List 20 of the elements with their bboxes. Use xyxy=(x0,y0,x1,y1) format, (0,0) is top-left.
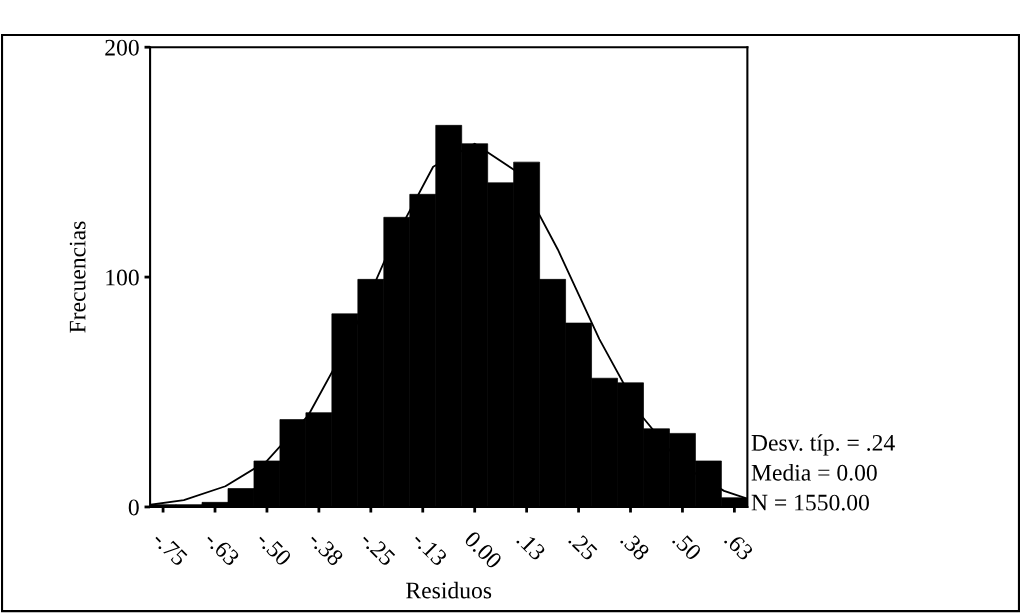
x-tick-label: -.75 xyxy=(151,530,189,567)
y-tick-label: 200 xyxy=(105,39,139,56)
y-tick-label: 0 xyxy=(128,499,139,516)
x-axis-title: Residuos xyxy=(406,581,492,599)
x-tick-label: .25 xyxy=(567,530,599,562)
x-tick-label: -.38 xyxy=(307,530,345,567)
x-tick-label: -.13 xyxy=(411,530,449,567)
x-tick-label: 0.00 xyxy=(463,530,503,570)
text: N = 1550.00 xyxy=(751,494,869,511)
y-axis-title: Frecuencias xyxy=(69,221,86,333)
x-tick-label: .50 xyxy=(671,530,703,562)
x-tick-label: -.50 xyxy=(255,530,293,567)
x-tick-label: -.63 xyxy=(203,530,241,567)
y-tick-label: 100 xyxy=(106,269,139,286)
x-tick-label: .63 xyxy=(723,530,755,562)
x-tick-label: -.25 xyxy=(359,530,397,567)
x-tick-label: .13 xyxy=(515,530,547,562)
x-tick-label: .38 xyxy=(619,530,651,562)
text: Media = 0.00 xyxy=(751,464,877,481)
text: Desv. típ. = .24 xyxy=(751,434,895,456)
